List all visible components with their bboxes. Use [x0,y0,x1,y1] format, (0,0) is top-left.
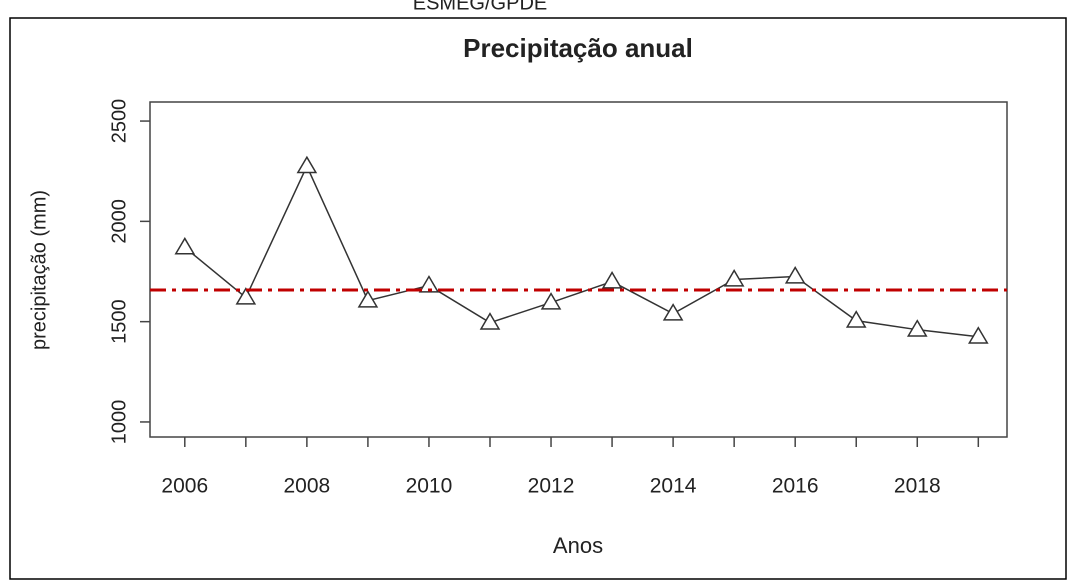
point [418,275,440,293]
plot-box [149,101,1008,438]
point [174,236,196,255]
y-axis-label: precipitação (mm) [28,190,50,350]
point [296,155,318,174]
x-tick-label: 2014 [650,475,697,498]
x-tick-label: 2010 [406,475,453,498]
point [784,266,806,284]
point [662,303,684,321]
point [845,310,867,328]
x-tick-label: 2008 [284,475,331,498]
chart-title: Precipitação anual [463,33,693,63]
point [235,287,257,305]
x-tick-label: 2012 [528,475,575,498]
x-tick-label: 2016 [772,475,819,498]
y-tick-label: 1500 [108,299,130,344]
point [967,326,989,344]
y-tick-label: 2500 [108,99,130,144]
x-tick-label: 2018 [894,475,941,498]
y-tick-label: 1000 [108,400,130,445]
y-tick-label: 2000 [108,199,130,244]
series-line [184,164,979,338]
point [906,319,928,337]
frame [9,17,1067,580]
x-tick-label: 2006 [161,475,208,498]
point [601,271,623,289]
point [540,292,562,310]
x-axis-label: Anos [553,533,603,558]
point [723,269,745,287]
point [479,312,501,330]
header: ESMEG/GPDE [413,0,547,14]
point [357,290,379,308]
